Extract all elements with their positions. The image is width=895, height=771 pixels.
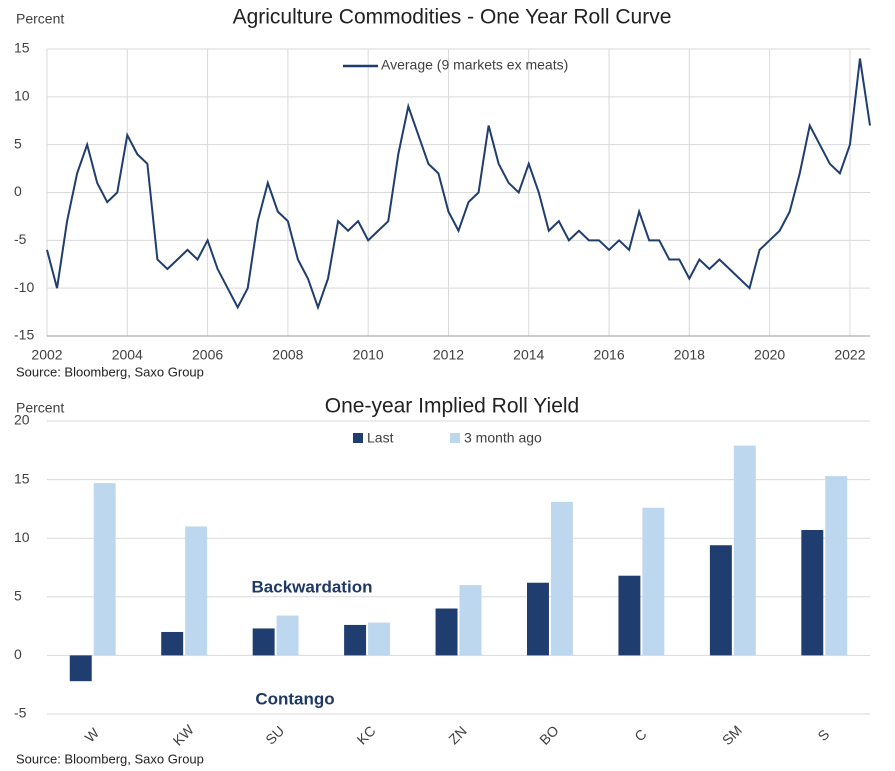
- bar: [69, 655, 92, 682]
- legend-label: 3 month ago: [464, 430, 542, 446]
- annotation: Backwardation: [252, 577, 373, 596]
- x-tick-label: 2008: [272, 347, 303, 363]
- x-tick-label: KW: [170, 721, 198, 749]
- y-tick-label: 0: [14, 183, 22, 199]
- data-line: [46, 58, 871, 311]
- bar: [459, 585, 482, 656]
- y-tick-label: 10: [14, 88, 30, 104]
- y-tick-label: -5: [14, 705, 27, 721]
- y-tick-label: -5: [14, 231, 27, 247]
- annotation: Contango: [255, 689, 334, 708]
- bar: [185, 526, 208, 656]
- x-tick-label: C: [631, 726, 649, 744]
- x-tick-label: SM: [719, 722, 745, 748]
- chart-title: One-year Implied Roll Yield: [325, 395, 579, 418]
- x-tick-label: 2022: [834, 347, 865, 363]
- x-tick-label: 2020: [754, 347, 785, 363]
- bar: [825, 476, 848, 656]
- source: Source: Bloomberg, Saxo Group: [16, 364, 204, 379]
- x-tick-label: SU: [262, 723, 287, 748]
- y-tick-label: 20: [14, 412, 30, 428]
- x-tick-label: 2006: [192, 347, 223, 363]
- legend-swatch: [353, 433, 363, 443]
- bar: [368, 622, 391, 656]
- bar: [550, 501, 573, 656]
- y-tick-label: -15: [14, 327, 34, 343]
- bar: [733, 445, 756, 656]
- bar: [435, 608, 458, 656]
- y-tick-label: 0: [14, 646, 22, 662]
- bar: [618, 575, 641, 656]
- legend-swatch: [450, 433, 460, 443]
- x-tick-label: 2012: [433, 347, 464, 363]
- legend-label: Average (9 markets ex meats): [381, 57, 568, 73]
- y-tick-label: 15: [14, 470, 30, 486]
- y-tick-label: 5: [14, 135, 22, 151]
- bar: [344, 624, 367, 656]
- bar: [642, 507, 665, 656]
- x-tick-label: BO: [536, 722, 562, 748]
- source: Source: Bloomberg, Saxo Group: [16, 751, 204, 766]
- y-axis-label: Percent: [16, 400, 64, 416]
- y-tick-label: 10: [14, 529, 30, 545]
- bar: [801, 529, 824, 656]
- x-tick-label: KC: [354, 723, 379, 748]
- bar: [526, 582, 549, 656]
- x-tick-label: W: [81, 724, 102, 745]
- bar: [252, 628, 275, 656]
- x-tick-label: ZN: [445, 723, 470, 748]
- x-tick-label: S: [814, 726, 832, 744]
- legend-label: Last: [367, 430, 394, 446]
- y-tick-label: 15: [14, 40, 30, 56]
- bar: [93, 483, 116, 656]
- y-tick-label: -10: [14, 279, 34, 295]
- x-tick-label: 2004: [112, 347, 143, 363]
- x-tick-label: 2018: [674, 347, 705, 363]
- chart-title: Agriculture Commodities - One Year Roll …: [233, 6, 672, 29]
- bar: [709, 545, 732, 656]
- x-tick-label: 2014: [513, 347, 544, 363]
- y-tick-label: 5: [14, 588, 22, 604]
- x-tick-label: 2010: [353, 347, 384, 363]
- bar: [276, 615, 299, 656]
- y-axis-label: Percent: [16, 11, 64, 27]
- x-tick-label: 2016: [593, 347, 624, 363]
- bar: [161, 631, 184, 656]
- x-tick-label: 2002: [31, 347, 62, 363]
